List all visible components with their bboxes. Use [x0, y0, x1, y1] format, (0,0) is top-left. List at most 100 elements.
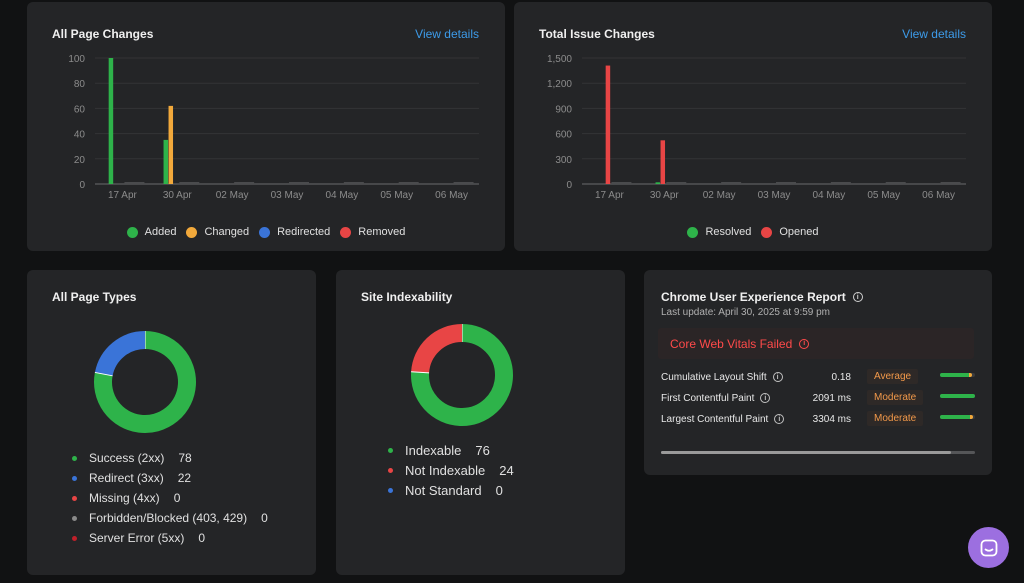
indexability-list-item[interactable]: Not Standard 0 — [388, 480, 514, 500]
page-changes-zero-marker — [234, 182, 255, 184]
page-changes-bar-changed[interactable] — [168, 105, 174, 184]
indexability-list-dot — [388, 467, 393, 473]
page-changes-bar-added[interactable] — [108, 58, 114, 184]
issue-changes-zero-marker — [776, 182, 796, 184]
page-changes-legend: Added Changed Redirected Removed — [27, 226, 505, 238]
indexability-list-item[interactable]: Not Indexable 24 — [388, 460, 514, 480]
page-types-list-label: Redirect (3xx) — [89, 471, 164, 485]
issue-changes-x-tick: 03 May — [758, 190, 791, 201]
issue-changes-bar-opened[interactable] — [660, 140, 666, 184]
page-types-list-item[interactable]: Server Error (5xx) 0 — [72, 528, 268, 548]
issue-changes-legend-label: Opened — [779, 226, 819, 238]
page-types-card: All Page Types Success (2xx) 78 Redirect (… — [27, 270, 316, 575]
crux-metric-bar-fill — [940, 394, 975, 398]
indexability-list-label: Indexable — [405, 442, 462, 458]
info-icon[interactable]: i — [760, 393, 771, 403]
crux-metric-label: Cumulative Layout Shift — [661, 371, 767, 383]
page-types-list-dot — [72, 475, 77, 481]
page-types-list-value: 78 — [178, 451, 192, 465]
page-types-list: Success (2xx) 78 Redirect (3xx) 22 Missing (… — [72, 448, 268, 548]
page-types-segment[interactable] — [94, 331, 146, 377]
page-types-segment-divider — [94, 371, 113, 377]
issue-changes-view-details-link[interactable]: View details — [902, 27, 966, 41]
issue-changes-legend: Resolved Opened — [514, 226, 992, 238]
indexability-list-value: 0 — [495, 482, 503, 498]
page-changes-legend-item[interactable]: Redirected — [259, 226, 330, 238]
issue-changes-zero-marker — [830, 182, 851, 184]
page-types-list-value: 0 — [261, 511, 268, 525]
crux-title: Chrome User Experience Report i — [661, 290, 863, 304]
crux-scrollbar[interactable] — [661, 451, 975, 454]
crux-card: Chrome User Experience Report i Last upd… — [644, 270, 992, 475]
info-icon[interactable]: i — [772, 372, 783, 382]
issue-changes-x-tick: 04 May — [812, 190, 845, 201]
indexability-title: Site Indexability — [361, 290, 453, 304]
page-changes-zero-marker — [343, 182, 364, 184]
page-changes-legend-item[interactable]: Added — [126, 226, 177, 238]
issue-changes-y-tick: 1,500 — [547, 54, 572, 65]
page-changes-legend-dot — [186, 226, 198, 238]
issue-changes-legend-item[interactable]: Resolved — [687, 226, 751, 238]
indexability-segment-divider — [411, 371, 430, 374]
chat-button[interactable] — [968, 527, 1009, 568]
indexability-list-item[interactable]: Indexable 76 — [388, 440, 514, 460]
page-types-list-item[interactable]: Missing (4xx) 0 — [72, 488, 268, 508]
issue-changes-x-tick: 02 May — [703, 190, 736, 201]
crux-metric-label-wrap: First Contentful Paint i — [661, 392, 771, 404]
indexability-segment[interactable] — [411, 324, 463, 374]
warning-info-icon[interactable]: i — [799, 338, 810, 349]
crux-last-update: Last update: April 30, 2025 at 9:59 pm — [661, 307, 831, 318]
crux-metric-label-wrap: Largest Contentful Paint i — [661, 414, 785, 425]
page-changes-view-details-link[interactable]: View details — [415, 27, 479, 41]
issue-changes-x-tick: 30 Apr — [650, 190, 680, 201]
issue-changes-bar-resolved[interactable] — [655, 182, 661, 184]
issue-changes-zero-marker — [721, 182, 742, 184]
crux-metric-value: 0.18 — [831, 371, 851, 383]
page-changes-legend-item[interactable]: Changed — [186, 226, 249, 238]
issue-changes-chart: 0 300 600 900 1,200 1,500 17 Apr 30 Apr 02 May 03… — [547, 54, 966, 201]
page-types-list-item[interactable]: Forbidden/Blocked (403, 429) 0 — [72, 508, 268, 528]
crux-metric-bar — [940, 373, 975, 377]
info-icon[interactable]: i — [852, 292, 863, 302]
indexability-list: Indexable 76 Not Indexable 24 Not Standard 0 — [388, 440, 514, 500]
page-types-segment[interactable] — [94, 331, 196, 433]
page-changes-title: All Page Changes — [52, 27, 154, 41]
indexability-segment[interactable] — [411, 324, 513, 426]
crux-metric-row: Largest Contentful Paint i 3304 ms Moderate — [661, 411, 975, 427]
page-types-title: All Page Types — [52, 290, 137, 304]
page-types-list-value: 0 — [198, 531, 206, 545]
crux-metric-bar-fill — [940, 415, 974, 419]
crux-metric-value: 3304 ms — [812, 413, 851, 425]
page-types-list-value: 0 — [173, 491, 181, 505]
info-icon[interactable]: i — [774, 414, 785, 424]
issue-changes-card: Total Issue Changes View details 0 300 600… — [514, 2, 992, 251]
page-changes-x-tick: 05 May — [380, 190, 413, 201]
page-changes-bar-added[interactable] — [163, 139, 169, 184]
crux-metric-bar-fill — [940, 373, 972, 377]
crux-metric-label: First Contentful Paint — [661, 392, 755, 404]
issue-changes-legend-item[interactable]: Opened — [761, 226, 819, 238]
page-changes-legend-dot — [340, 226, 352, 238]
issue-changes-zero-marker — [940, 182, 961, 184]
indexability-list-dot — [388, 447, 393, 453]
page-types-list-item[interactable]: Redirect (3xx) 22 — [72, 468, 268, 488]
page-changes-legend-label: Changed — [204, 226, 250, 238]
cwv-failed-banner: Core Web Vitals Failed i — [658, 328, 974, 359]
indexability-card: Site Indexability Indexable 76 Not Indexab… — [336, 270, 625, 575]
page-changes-x-tick: 02 May — [216, 190, 249, 201]
page-changes-x-tick: 30 Apr — [163, 190, 193, 201]
crux-metric-bar — [940, 415, 975, 419]
issue-changes-y-tick: 300 — [555, 155, 572, 166]
crux-scrollbar-thumb[interactable] — [661, 451, 951, 454]
issue-changes-y-tick: 900 — [555, 104, 572, 115]
page-changes-zero-marker — [289, 182, 309, 184]
page-types-list-label: Server Error (5xx) — [89, 531, 185, 545]
page-types-donut — [94, 331, 196, 433]
issue-changes-x-tick: 17 Apr — [595, 190, 625, 201]
page-types-list-value: 22 — [177, 471, 192, 485]
page-changes-legend-item[interactable]: Removed — [340, 226, 405, 238]
issue-changes-bar-opened[interactable] — [605, 65, 611, 184]
indexability-list-dot — [388, 487, 393, 493]
page-changes-legend-label: Added — [144, 226, 177, 238]
page-types-list-item[interactable]: Success (2xx) 78 — [72, 448, 268, 468]
